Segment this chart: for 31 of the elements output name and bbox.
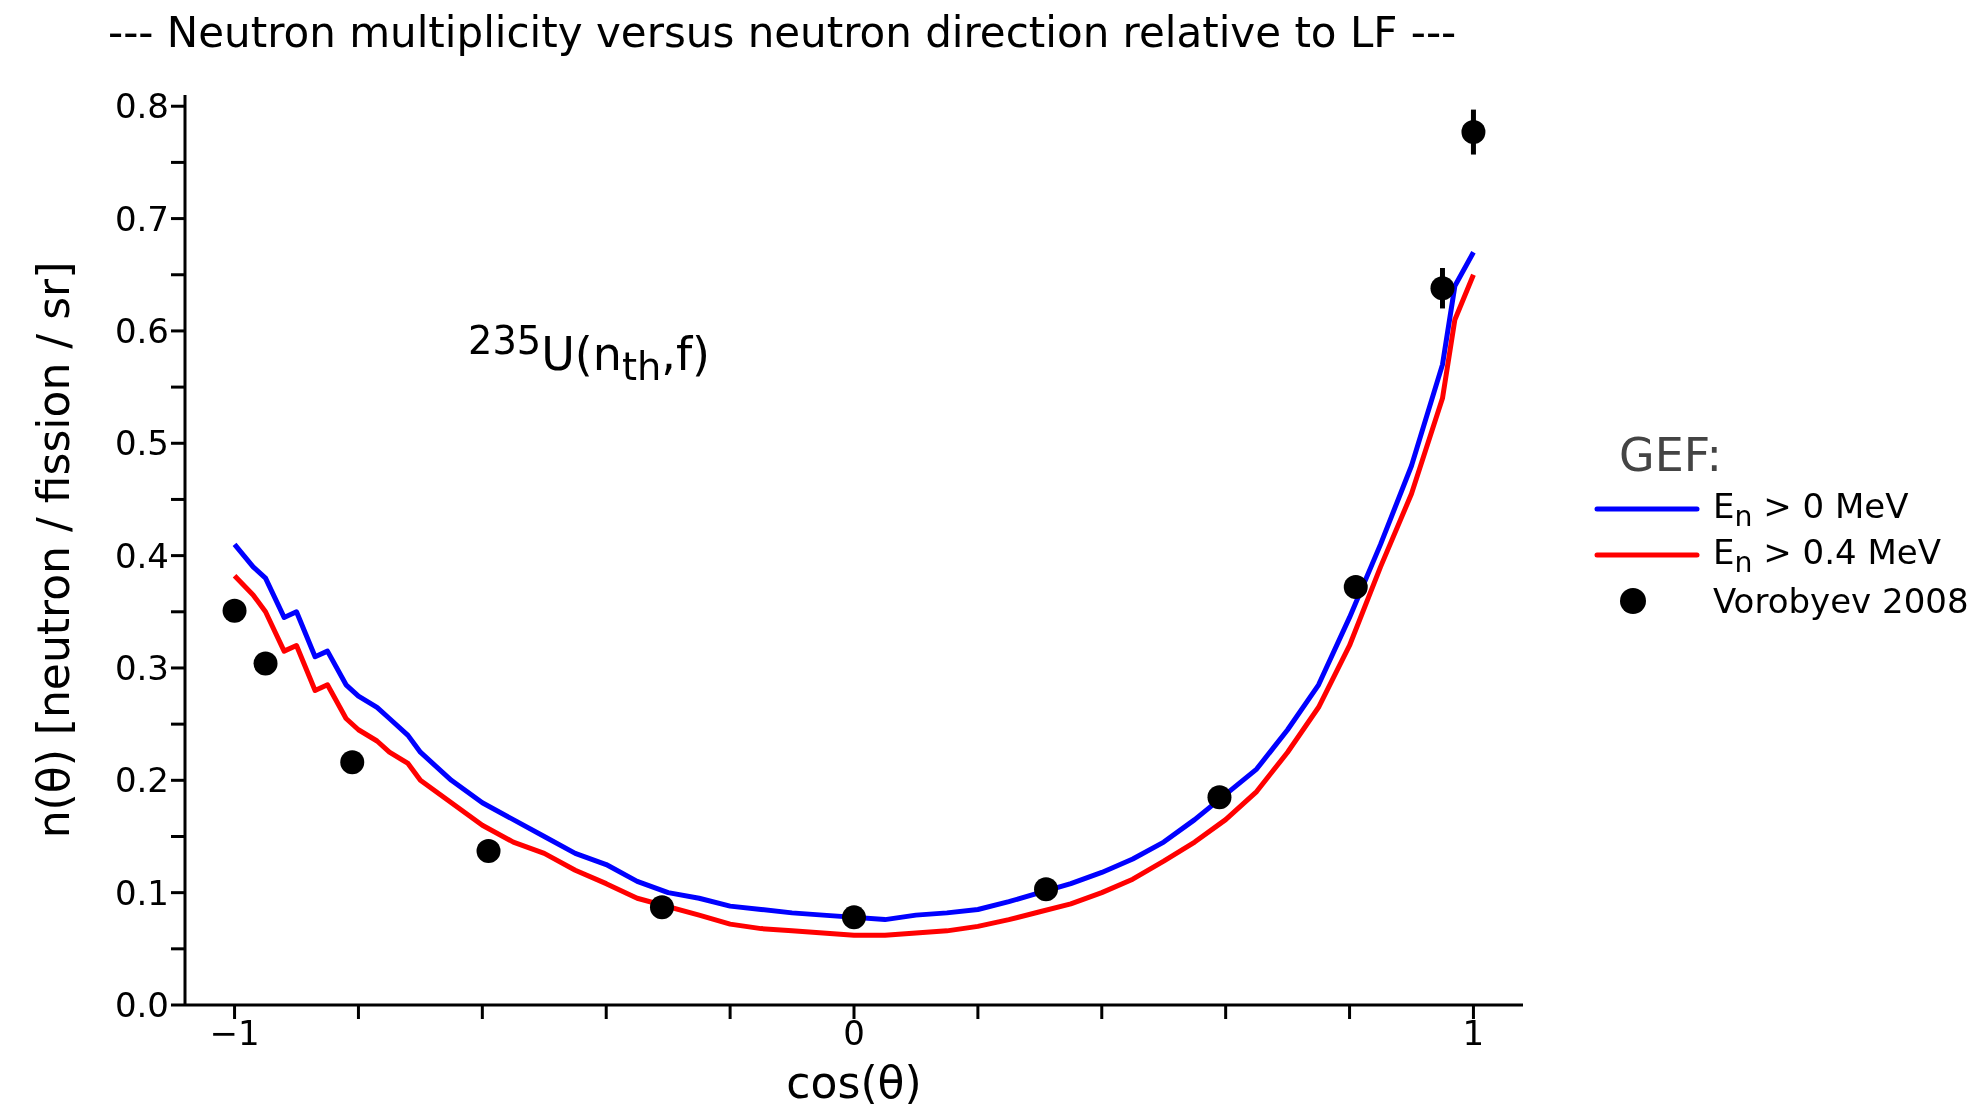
point: [340, 750, 365, 775]
legend-label: E$_{n}$ > 0.4 MeV: [1713, 531, 1941, 579]
point: [1343, 575, 1368, 600]
point: [1207, 785, 1232, 810]
y-axis-title: n(θ) [neutron / fission / sr]: [27, 261, 79, 839]
annotation: $^{235}$U(n$_{th}$,f): [468, 318, 711, 390]
y-tick-label: 0.8: [114, 86, 169, 127]
legend-label: E$_{n}$ > 0 MeV: [1713, 485, 1909, 533]
x-tick-label: 0: [843, 1013, 865, 1054]
point: [1430, 276, 1455, 301]
y-tick-label: 0.0: [114, 985, 169, 1026]
point: [842, 905, 866, 930]
point: [253, 651, 278, 676]
y-tick-label: 0.3: [114, 648, 169, 689]
y-tick-label: 0.4: [114, 535, 169, 576]
x-tick-label: 1: [1462, 1013, 1485, 1054]
x-axis-title: cos(θ): [786, 1057, 922, 1108]
point: [649, 895, 674, 920]
y-tick-label: 0.2: [114, 760, 169, 801]
legend-label: Vorobyev 2008: [1713, 581, 1969, 621]
x-tick-label: −1: [209, 1013, 260, 1054]
y-tick-label: 0.6: [114, 311, 169, 351]
point: [222, 598, 247, 623]
y-tick-label: 0.7: [114, 198, 169, 239]
legend-title: GEF:: [1619, 428, 1724, 482]
point: [1461, 120, 1486, 145]
point: [476, 839, 501, 864]
y-tick-label: 0.1: [114, 872, 169, 913]
point: [1034, 877, 1059, 902]
y-tick-label: 0.5: [114, 423, 169, 464]
chart-title: --- Neutron multiplicity versus neutron direction relative to LF ---: [108, 8, 1457, 57]
